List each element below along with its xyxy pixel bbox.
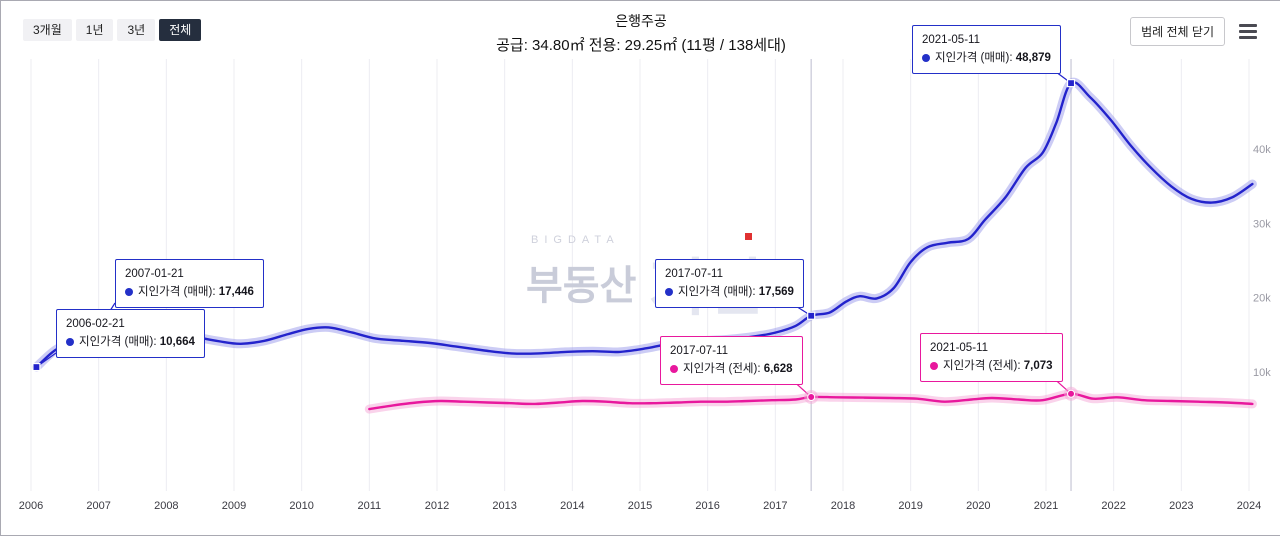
x-axis-label: 2007 (86, 500, 110, 512)
x-axis-label: 2019 (898, 500, 922, 512)
x-axis-label: 2017 (763, 500, 787, 512)
x-axis-label: 2006 (19, 500, 43, 512)
sale-price-band (31, 77, 1257, 372)
x-axis-label: 2021 (1034, 500, 1058, 512)
jeonse-price-line (368, 392, 1254, 411)
range-button-3[interactable]: 전체 (159, 19, 202, 42)
x-axis-label: 2016 (695, 500, 719, 512)
x-axis-label: 2014 (560, 500, 584, 512)
sale-point-marker[interactable] (32, 362, 41, 372)
watermark-brand-text: 부동산 (526, 264, 637, 308)
jeonse-point-marker[interactable] (1067, 389, 1076, 398)
x-axis-label: 2020 (966, 500, 990, 512)
right-controls: 범례 전체 닫기 (1130, 17, 1259, 46)
x-axis-label: 2024 (1237, 500, 1261, 512)
sale-price-line (35, 81, 1254, 369)
page-subtitle: 공급: 34.80㎡ 전용: 29.25㎡ (11평 / 138세대) (496, 37, 786, 54)
x-axis-label: 2015 (628, 500, 652, 512)
toolbar: 3개월 1년 3년 전체 은행주공 공급: 34.80㎡ 전용: 29.25㎡ (11… (1, 1, 1280, 57)
x-axis-label: 2013 (492, 500, 516, 512)
page-title: 은행주공 (615, 13, 667, 29)
hamburger-menu-icon[interactable] (1237, 22, 1259, 41)
range-button-1[interactable]: 1년 (75, 19, 114, 42)
range-button-0[interactable]: 3개월 (23, 19, 72, 42)
y-axis-label: 40k (1253, 144, 1271, 156)
sale-point-marker[interactable] (807, 311, 816, 320)
x-axis-label: 2012 (425, 500, 449, 512)
x-axis-label: 2022 (1101, 500, 1125, 512)
watermark-bigdata-text: BIGDATA (531, 234, 620, 246)
x-axis-label: 2018 (831, 500, 855, 512)
sale-point-marker[interactable] (1066, 79, 1076, 88)
y-axis-label: 20k (1253, 293, 1271, 305)
chart-header: 은행주공 공급: 34.80㎡ 전용: 29.25㎡ (11평 / 138세대) (496, 11, 786, 55)
y-axis-label: 30k (1253, 218, 1271, 230)
x-axis-label: 2008 (154, 500, 178, 512)
range-buttons: 3개월 1년 3년 전체 (23, 19, 202, 42)
x-axis-label: 2009 (222, 500, 246, 512)
jeonse-point-marker[interactable] (807, 393, 816, 402)
legend-close-button[interactable]: 범례 전체 닫기 (1130, 17, 1225, 46)
x-axis-label: 2011 (358, 500, 382, 512)
watermark-logo-text: 지인 (649, 254, 763, 323)
range-button-2[interactable]: 3년 (117, 19, 156, 42)
x-axis-label: 2023 (1169, 500, 1193, 512)
y-axis-label: 10k (1253, 367, 1271, 379)
x-axis-label: 2010 (289, 500, 313, 512)
watermark-logo-accent (745, 233, 752, 240)
